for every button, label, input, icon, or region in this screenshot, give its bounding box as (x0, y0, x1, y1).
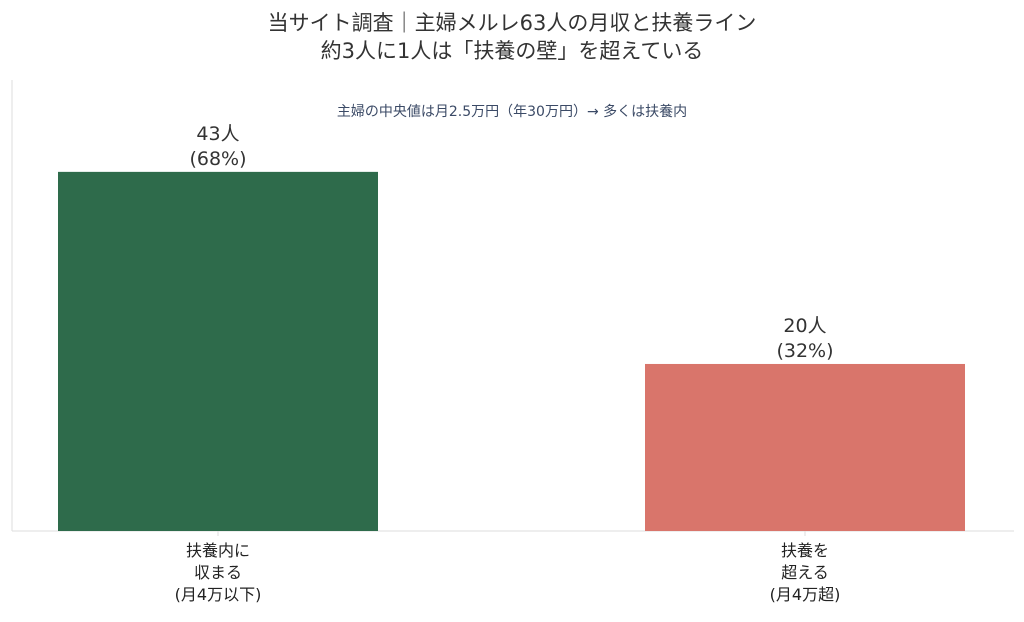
x-tick-label-1-line-1: 扶養内に (186, 541, 250, 560)
median-annotation: 主婦の中央値は月2.5万円（年30万円）→ 多くは扶養内 (337, 103, 687, 120)
x-tick-label-1-line-3: (月4万以下) (175, 585, 262, 604)
x-tick-label-2-line-1: 扶養を (781, 541, 829, 560)
bar-1 (58, 171, 378, 532)
chart-title-line-1: 当サイト調査｜主婦メルレ63人の月収と扶養ライン (268, 11, 757, 35)
bar-2-value-label-line-1: 20人 (783, 315, 826, 337)
bar-1-value-label-line-2: (68%) (189, 148, 246, 170)
value-labels: 43人 (68%) 20人 (32%) (189, 123, 833, 362)
bars (58, 171, 965, 532)
x-tick-label-2-line-3: (月4万超) (770, 585, 841, 604)
bar-2-value-label-line-2: (32%) (776, 340, 833, 362)
chart-title: 当サイト調査｜主婦メルレ63人の月収と扶養ライン約3人に1人は「扶養の壁」を超え… (268, 11, 757, 63)
bar-2 (645, 363, 965, 531)
x-tick-label-2-line-2: 超える (781, 563, 829, 582)
chart-title-line-2: 約3人に1人は「扶養の壁」を超えている (321, 39, 704, 63)
bar-1-value-label-line-1: 43人 (196, 123, 239, 145)
x-tick-label-1-line-2: 収まる (194, 563, 242, 582)
